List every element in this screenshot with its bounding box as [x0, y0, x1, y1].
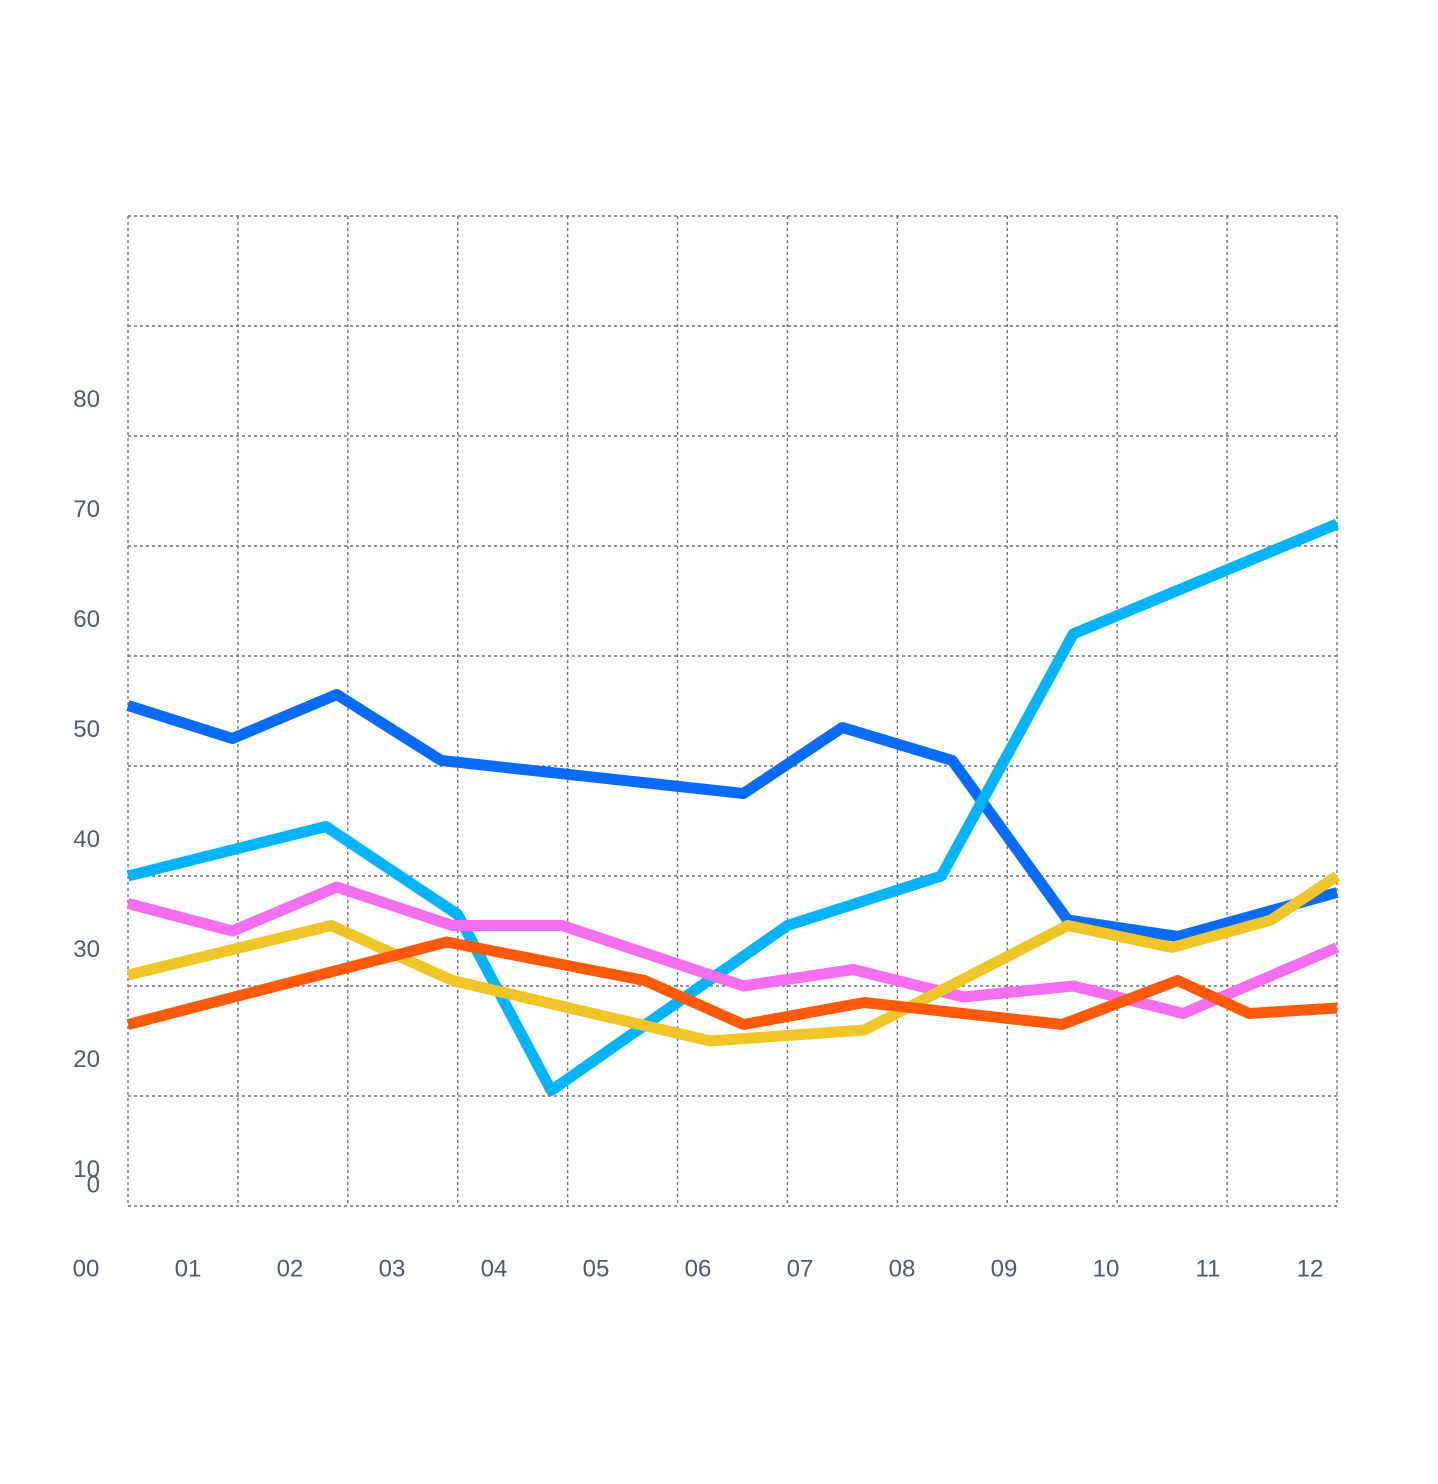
series-line-2 — [126, 518, 1340, 1096]
x-tick-label: 08 — [889, 1255, 916, 1282]
series-line-3 — [126, 881, 1340, 1019]
series-lines — [126, 518, 1341, 1096]
x-tick-label: 01 — [175, 1255, 202, 1282]
x-axis-ticks: 00 01 02 03 04 05 06 07 08 09 10 11 12 — [73, 1255, 1324, 1282]
x-tick-label: 09 — [991, 1255, 1018, 1282]
y-tick-label: 0 — [87, 1171, 100, 1198]
y-tick-label: 80 — [73, 386, 100, 413]
series-line-5 — [126, 936, 1338, 1030]
y-tick-label: 70 — [73, 496, 100, 523]
x-tick-label: 10 — [1093, 1255, 1120, 1282]
x-tick-label: 02 — [277, 1255, 304, 1282]
x-tick-label: 07 — [787, 1255, 814, 1282]
y-tick-label: 60 — [73, 606, 100, 633]
y-axis-ticks: 010 20 30 40 50 60 70 80 — [73, 386, 100, 1198]
series-line-1 — [126, 689, 1339, 942]
series-line-4 — [126, 871, 1341, 1047]
x-tick-label: 11 — [1196, 1255, 1221, 1282]
y-tick-label: 50 — [73, 716, 100, 743]
x-tick-label: 00 — [73, 1255, 100, 1282]
y-tick-label: 20 — [73, 1046, 100, 1073]
x-tick-label: 05 — [583, 1255, 610, 1282]
y-tick-label: 40 — [73, 826, 100, 853]
x-tick-label: 03 — [379, 1255, 406, 1282]
y-tick-label: 10 — [73, 1156, 100, 1183]
x-tick-label: 12 — [1297, 1255, 1324, 1282]
x-tick-label: 04 — [481, 1255, 508, 1282]
y-tick-label: 30 — [73, 936, 100, 963]
x-tick-label: 06 — [685, 1255, 712, 1282]
grid — [127, 215, 1338, 1207]
